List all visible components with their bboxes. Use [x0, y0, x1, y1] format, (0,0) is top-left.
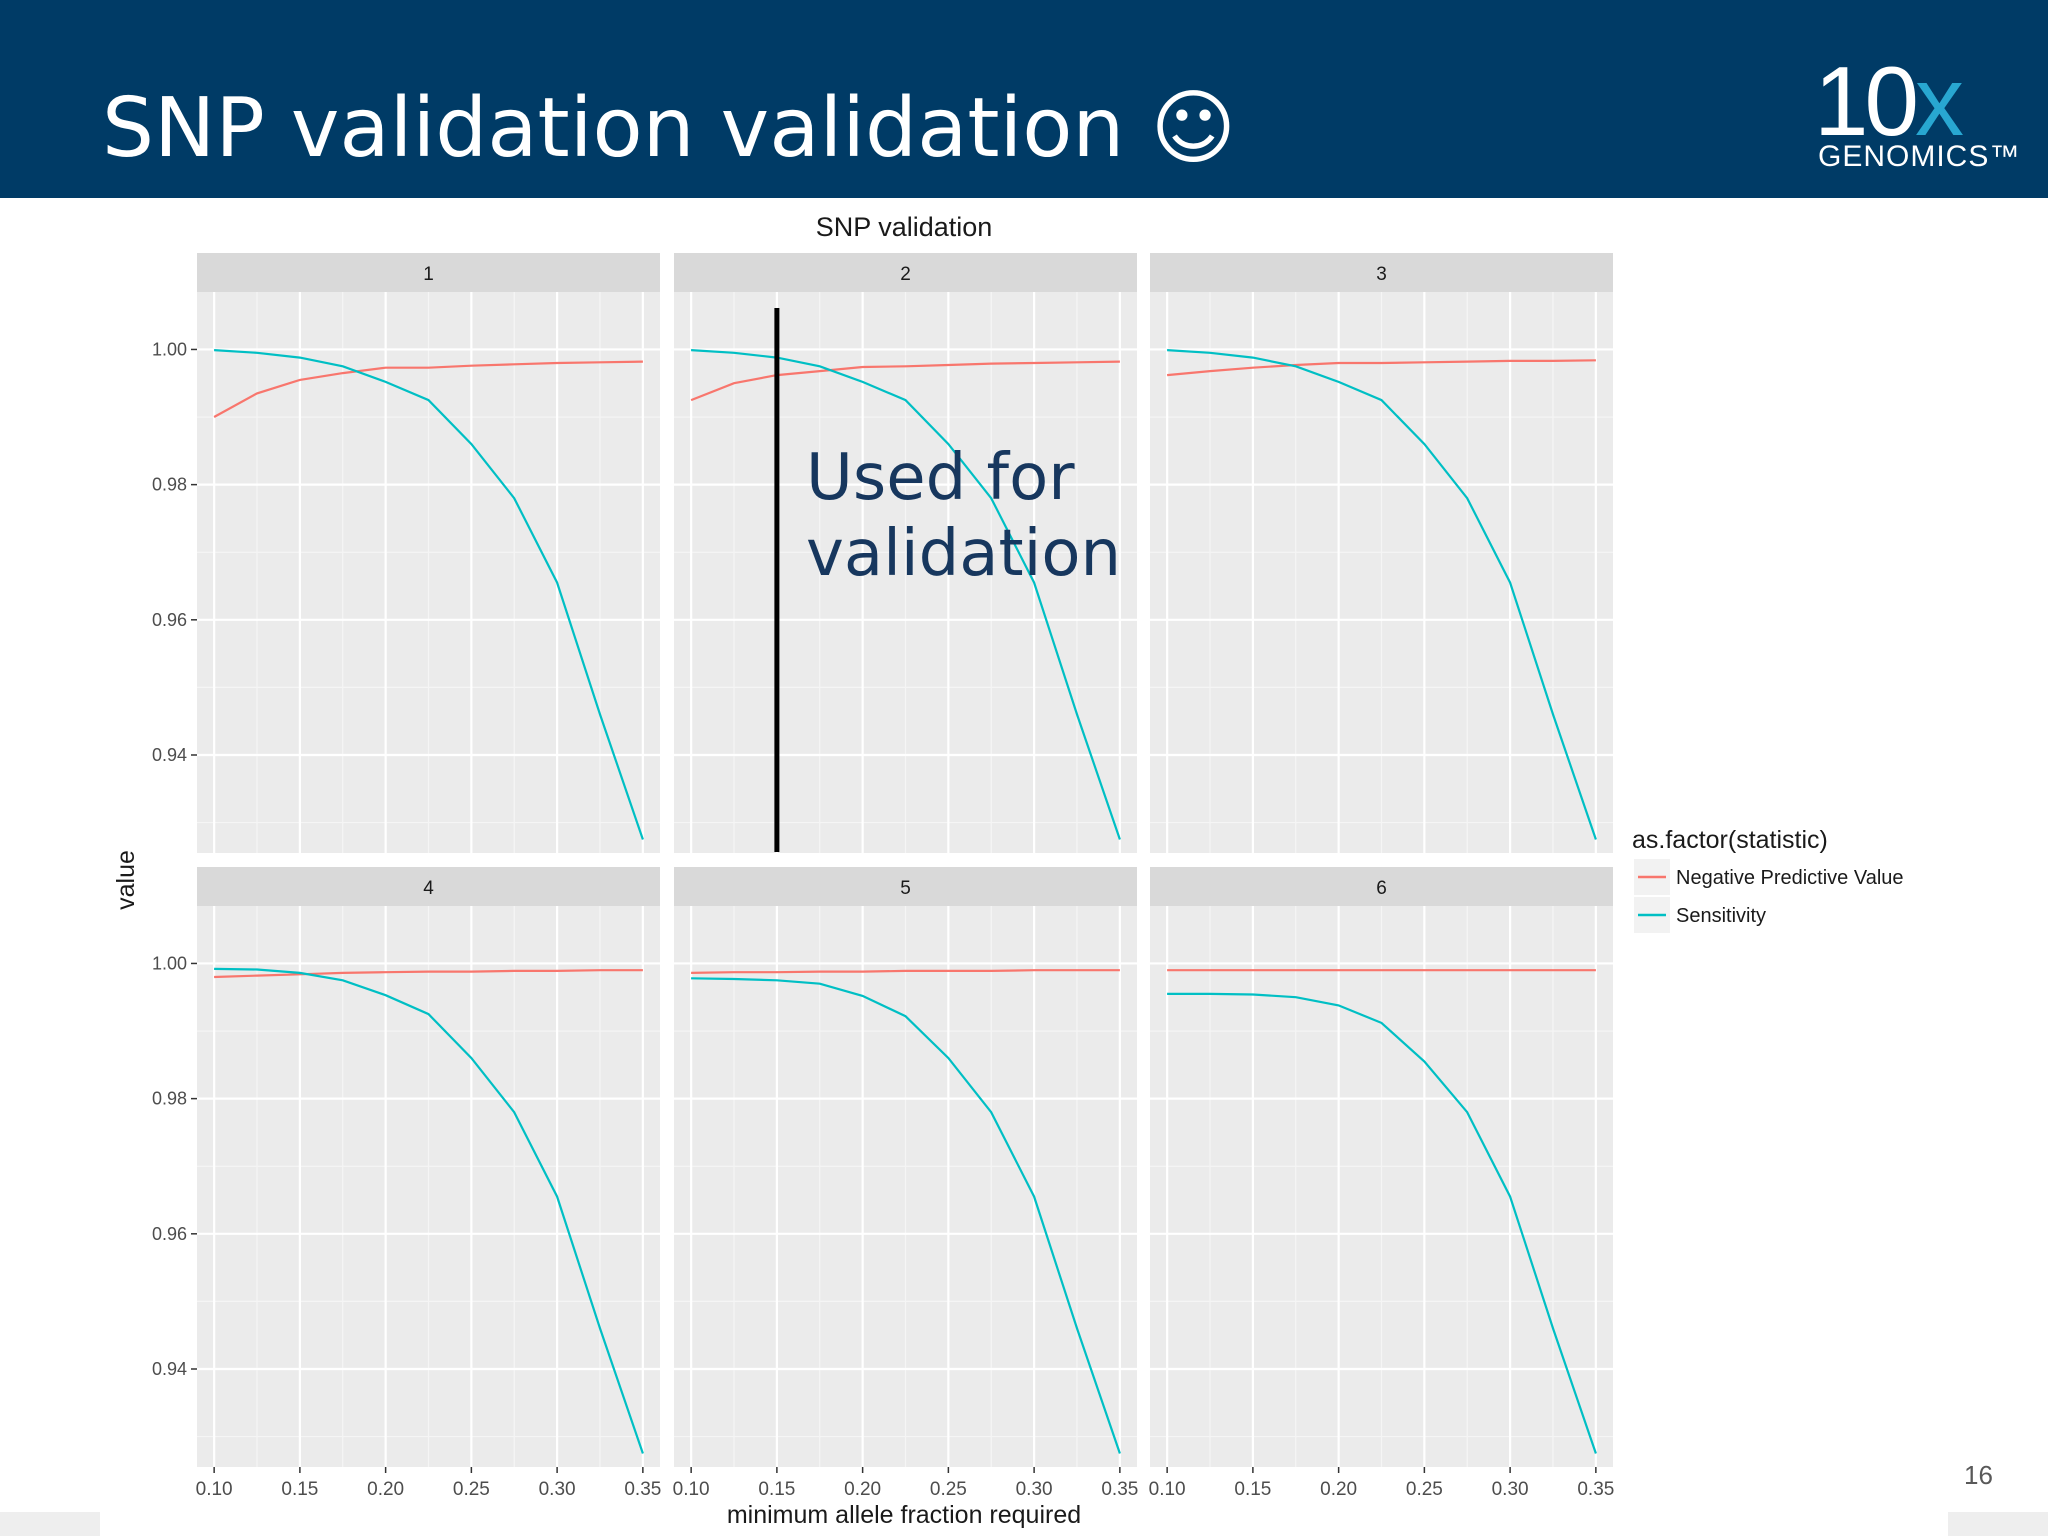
- chart-title: SNP validation: [816, 212, 993, 242]
- x-tick-label: 0.10: [673, 1479, 710, 1500]
- x-tick-label: 0.30: [1016, 1479, 1053, 1500]
- sensitivity-line: [691, 349, 1121, 840]
- x-tick-label: 0.15: [758, 1479, 795, 1500]
- facet-label: 3: [1376, 264, 1387, 285]
- y-tick-label: 0.94: [152, 1359, 187, 1379]
- y-tick-label: 0.96: [152, 1224, 187, 1244]
- slide-title: SNP validation validation ☺: [102, 81, 1236, 176]
- sensitivity-line: [214, 967, 644, 1454]
- npv-line: [690, 360, 1120, 402]
- annotation-line-1: Used for: [806, 441, 1075, 515]
- footer-strip-left: [0, 1512, 100, 1536]
- logo-wordmark: GENOMICS™: [1818, 140, 2021, 173]
- page-number: 16: [1964, 1460, 1993, 1490]
- company-logo: 10x GENOMICS™: [1800, 52, 2019, 182]
- slide-header: [0, 0, 2048, 198]
- sensitivity-line: [214, 349, 644, 840]
- facet-label: 5: [900, 878, 911, 899]
- logo-x-glyph: x: [1915, 46, 1964, 156]
- x-tick-label: 0.20: [1320, 1479, 1357, 1500]
- logo-number: 10: [1814, 46, 1919, 156]
- x-tick-label: 0.25: [453, 1479, 490, 1500]
- x-tick-label: 0.10: [1149, 1479, 1186, 1500]
- x-tick-label: 0.35: [1101, 1479, 1138, 1500]
- logo-mark: 10x: [1814, 52, 1964, 150]
- legend-title: as.factor(statistic): [1632, 826, 1828, 854]
- x-tick-label: 0.15: [281, 1479, 318, 1500]
- x-axis-label: minimum allele fraction required: [727, 1501, 1081, 1529]
- facet-label: 2: [900, 264, 911, 285]
- x-tick-label: 0.30: [539, 1479, 576, 1500]
- y-tick-label: 0.96: [152, 610, 187, 630]
- npv-line: [691, 969, 1120, 974]
- npv-line: [213, 360, 643, 418]
- sensitivity-line: [691, 977, 1121, 1454]
- y-tick-label: 0.94: [152, 745, 187, 765]
- x-tick-label: 0.35: [1577, 1479, 1614, 1500]
- snp-validation-chart: 1 0.94 0.96 0.98 1.00 2 3 4 0.94 0.96 0.98 1.00 0.10…: [112, 212, 1904, 1529]
- facet-label: 1: [423, 264, 434, 285]
- facet-label: 4: [423, 878, 434, 899]
- legend-entry: Negative Predictive Value: [1676, 867, 1904, 889]
- facet-strip: [197, 253, 660, 292]
- sensitivity-line: [1167, 349, 1597, 840]
- facet-strip: [1150, 253, 1613, 292]
- y-tick-label: 1.00: [152, 953, 187, 973]
- annotation-text: Used for validation: [806, 440, 1121, 592]
- x-tick-label: 0.25: [1406, 1479, 1443, 1500]
- y-tick-label: 0.98: [152, 1089, 187, 1109]
- x-tick-label: 0.30: [1492, 1479, 1529, 1500]
- legend-entry: Sensitivity: [1676, 905, 1766, 927]
- y-tick-label: 1.00: [152, 339, 187, 359]
- facet-label: 6: [1376, 878, 1387, 899]
- x-tick-label: 0.15: [1234, 1479, 1271, 1500]
- facet-strip: [674, 867, 1137, 906]
- x-tick-label: 0.35: [624, 1479, 661, 1500]
- y-axis-label: value: [112, 850, 140, 910]
- npv-line: [214, 969, 643, 979]
- npv-line: [1166, 359, 1596, 377]
- facet-strip: [674, 253, 1137, 292]
- sensitivity-line: [1167, 992, 1597, 1454]
- x-tick-label: 0.25: [930, 1479, 967, 1500]
- x-tick-label: 0.10: [196, 1479, 233, 1500]
- x-tick-label: 0.20: [367, 1479, 404, 1500]
- footer-strip-right: [1948, 1512, 2048, 1536]
- annotation-line-2: validation: [806, 517, 1122, 591]
- facet-strip: [197, 867, 660, 906]
- x-tick-label: 0.20: [844, 1479, 881, 1500]
- y-tick-label: 0.98: [152, 475, 187, 495]
- facet-strip: [1150, 867, 1613, 906]
